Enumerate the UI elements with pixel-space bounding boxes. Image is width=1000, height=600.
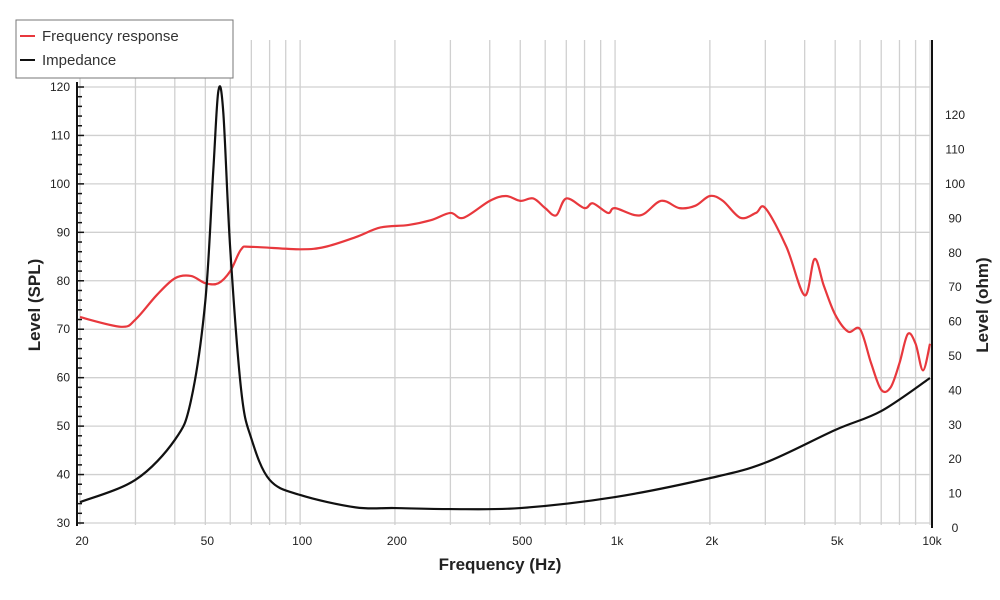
series-line-frequency-response — [79, 194, 932, 394]
y-tick-label: 110 — [51, 128, 70, 142]
grid — [79, 40, 931, 525]
y-tick-label: 90 — [57, 225, 71, 239]
y2-tick-label: 10 — [948, 487, 962, 501]
y2-tick-label: 100 — [945, 177, 965, 191]
x-tick-label: 500 — [512, 534, 532, 548]
legend-label-impedance: Impedance — [42, 52, 116, 69]
y2-tick-label: 90 — [948, 211, 962, 225]
y-axis-label: Level (SPL) — [25, 259, 44, 352]
x-tick-label: 20 — [75, 534, 89, 548]
y2-tick-label: 110 — [945, 143, 964, 157]
x-tick-label: 100 — [292, 534, 312, 548]
axes: 30 40 50 60 70 80 90 100 110 120 0 10 20 30 40 50 60 70 80… — [50, 40, 965, 548]
x-tick-label: 5k — [831, 534, 845, 548]
y2-tick-label: 60 — [948, 315, 962, 329]
x-tick-label: 200 — [387, 534, 407, 548]
y2-tick-label: 80 — [948, 246, 962, 260]
y-tick-label: 120 — [50, 80, 70, 94]
y2-tick-label: 20 — [948, 452, 962, 466]
y2-tick-label: 120 — [945, 108, 965, 122]
legend-label-frequency-response: Frequency response — [42, 28, 179, 45]
y-tick-label: 100 — [50, 177, 70, 191]
x-axis-label: Frequency (Hz) — [439, 555, 562, 574]
y-tick-label: 80 — [57, 274, 71, 288]
x-tick-label: 50 — [201, 534, 215, 548]
y2-tick-label: 40 — [948, 383, 962, 397]
y2-axis-label: Level (ohm) — [973, 257, 992, 352]
series-line-impedance — [79, 85, 931, 511]
y2-tick-label: 70 — [948, 280, 962, 294]
y2-tick-label: 50 — [948, 349, 962, 363]
y-tick-label: 50 — [57, 419, 71, 433]
x-tick-label: 1k — [611, 534, 625, 548]
y-tick-label: 70 — [57, 322, 71, 336]
x-tick-label: 2k — [706, 534, 720, 548]
y2-tick-label: 30 — [948, 418, 962, 432]
x-tick-label: 10k — [922, 534, 942, 548]
y-tick-label: 40 — [57, 468, 71, 482]
y-tick-label: 30 — [57, 516, 71, 530]
legend: Frequency response Impedance — [15, 19, 234, 79]
y-tick-label: 60 — [57, 371, 71, 385]
series-lines — [79, 85, 932, 511]
y2-tick-label: 0 — [952, 521, 959, 535]
